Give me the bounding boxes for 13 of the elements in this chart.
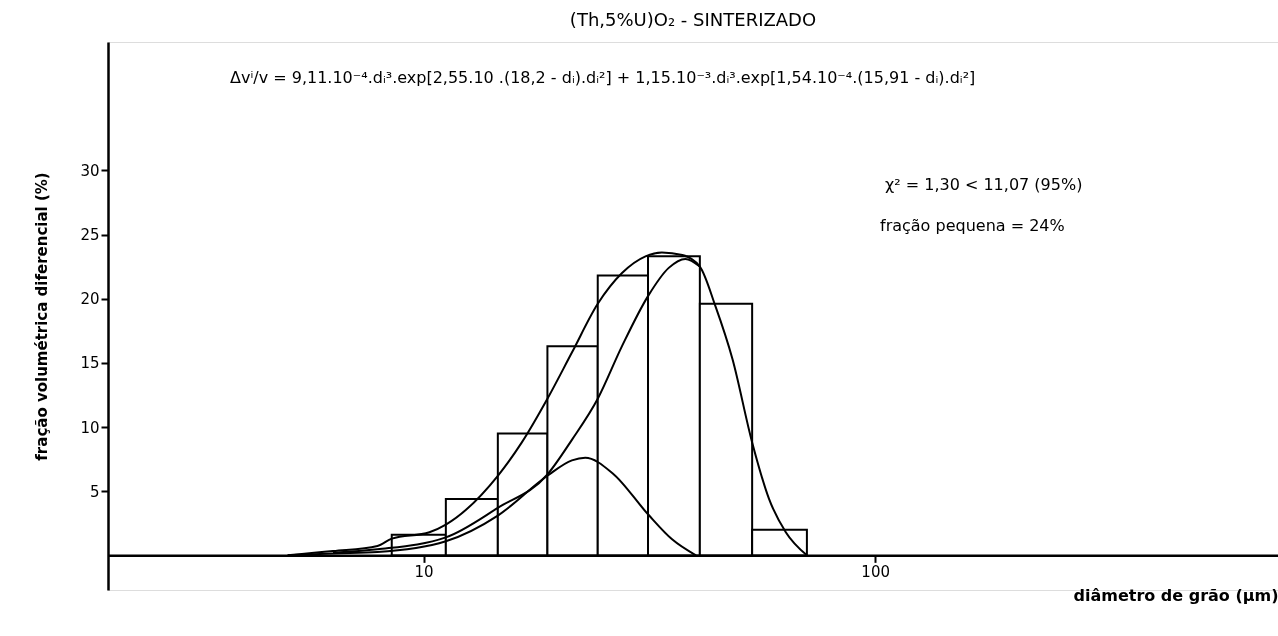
- y-tick-label: 20: [80, 290, 100, 309]
- annotation: fração pequena = 24%: [880, 216, 1065, 235]
- y-tick-label: 15: [80, 354, 100, 373]
- annotation: Δvⁱ/v = 9,11.10⁻⁴.dᵢ³.exp[2,55.10 .(18,2 - dᵢ).dᵢ²] + 1,15.10⁻³.dᵢ³.exp[1,54.10⁻⁴.(15,91 - dᵢ).dᵢ²]: [230, 68, 976, 87]
- y-tick-label: 25: [80, 226, 100, 245]
- y-tick-label: 30: [80, 161, 100, 180]
- y-axis-title: fração volumétrica diferencial (%): [33, 172, 52, 461]
- y-tick-label: 5: [89, 482, 100, 501]
- y-tick-label: 10: [80, 418, 100, 437]
- x-axis-title: diâmetro de grão (μm): [1073, 585, 1278, 605]
- annotation: χ² = 1,30 < 11,07 (95%): [885, 175, 1083, 194]
- chart-title: (Th,5%U)O₂ - SINTERIZADO: [569, 9, 817, 30]
- x-tick-label: 100: [861, 562, 890, 581]
